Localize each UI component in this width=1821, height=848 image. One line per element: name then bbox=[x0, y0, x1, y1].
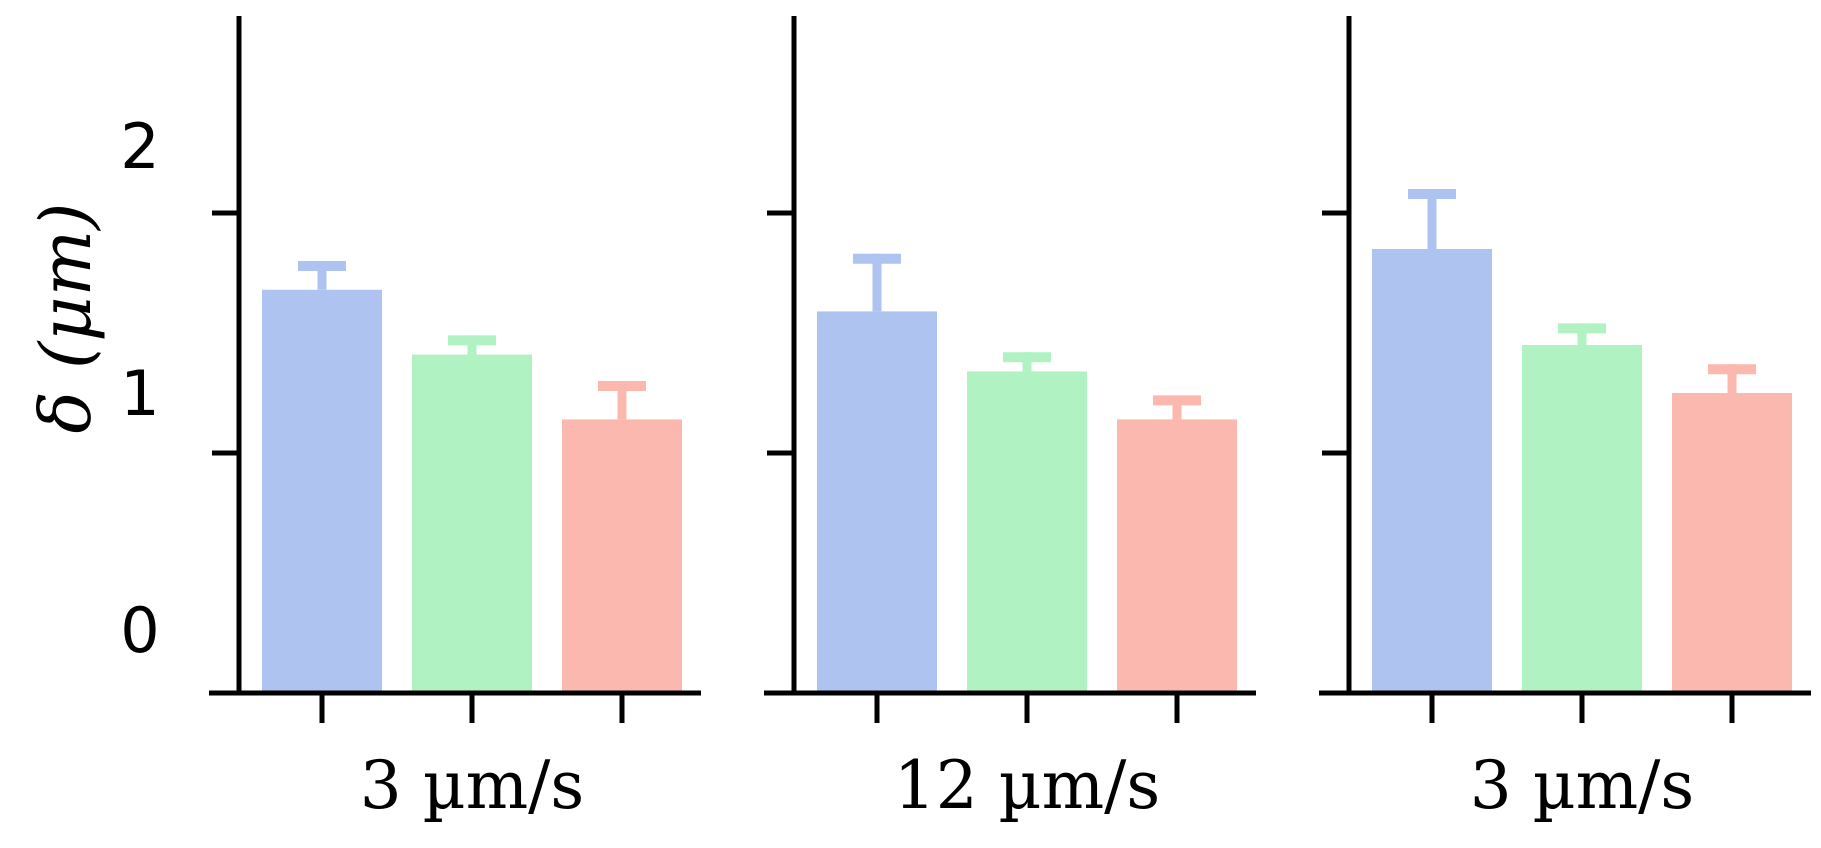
error-bar-panel2-1 bbox=[853, 253, 901, 312]
error-bar-panel1-3 bbox=[598, 381, 646, 420]
bar-panel3-1 bbox=[1372, 249, 1492, 693]
error-bar-panel3-2 bbox=[1558, 323, 1606, 345]
error-bar-panel1-2 bbox=[448, 335, 496, 355]
bar-panel3-2 bbox=[1522, 345, 1642, 693]
panel-2: 12 µm/s bbox=[764, 16, 1256, 824]
y-tick-label-1: 1 bbox=[120, 357, 159, 430]
x-category-label-panel3: 3 µm/s bbox=[1470, 747, 1695, 824]
error-bar-panel1-1 bbox=[298, 261, 346, 290]
error-bar-panel2-3 bbox=[1153, 395, 1201, 420]
y-axis-title: δ (μm) bbox=[25, 203, 107, 434]
bar-panel2-1 bbox=[817, 311, 937, 693]
panel-3: 3 µm/s bbox=[1319, 16, 1811, 824]
error-bar-panel2-2 bbox=[1003, 352, 1051, 372]
bar-panel2-2 bbox=[967, 371, 1087, 693]
bar-panel1-2 bbox=[412, 354, 532, 693]
error-bar-panel3-3 bbox=[1708, 364, 1756, 393]
bar-panel1-3 bbox=[562, 419, 682, 693]
bar-panel2-3 bbox=[1117, 419, 1237, 693]
error-bar-panel3-1 bbox=[1408, 189, 1456, 249]
chart-panels: 3 µm/s 12 µm/s 3 µm/s bbox=[209, 16, 1811, 824]
x-category-label-panel1: 3 µm/s bbox=[360, 747, 585, 824]
y-tick-label-2: 2 bbox=[120, 110, 159, 183]
y-tick-label-0: 0 bbox=[120, 594, 159, 667]
bar-panel3-3 bbox=[1672, 393, 1792, 693]
panel-1: 3 µm/s bbox=[209, 16, 701, 824]
bar-panel1-1 bbox=[262, 289, 382, 693]
x-category-label-panel2: 12 µm/s bbox=[894, 747, 1161, 824]
